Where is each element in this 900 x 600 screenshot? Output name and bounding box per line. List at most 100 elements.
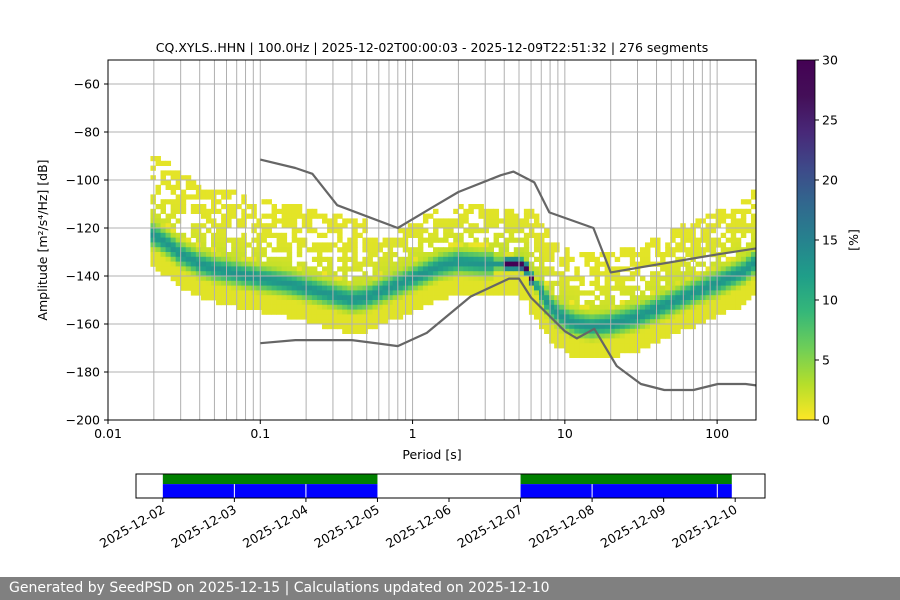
- heatmap-cell: [483, 247, 489, 253]
- heatmap-cell: [448, 276, 454, 282]
- heatmap-cell: [685, 232, 691, 238]
- heatmap-cell: [306, 304, 313, 310]
- heatmap-cell: [387, 290, 394, 296]
- heatmap-cell: [569, 276, 575, 282]
- heatmap-cell: [604, 290, 611, 296]
- heatmap-cell: [412, 256, 419, 262]
- heatmap-cell: [564, 266, 570, 272]
- heatmap-cell: [528, 213, 535, 219]
- heatmap-cell: [614, 324, 621, 330]
- heatmap-cell: [644, 328, 651, 334]
- heatmap-cell: [488, 247, 494, 253]
- heatmap-cell: [221, 204, 227, 210]
- heatmap-cell: [518, 290, 525, 296]
- heatmap-cell: [488, 290, 494, 296]
- heatmap-cell: [438, 295, 444, 301]
- heatmap-cell: [337, 319, 343, 325]
- heatmap-cell: [468, 228, 474, 234]
- heatmap-cell: [493, 276, 500, 282]
- heatmap-cell: [306, 290, 313, 296]
- heatmap-cell: [296, 309, 303, 315]
- heatmap-cell: [372, 280, 378, 286]
- heatmap-cell: [569, 300, 575, 306]
- heatmap-cell: [695, 247, 701, 253]
- heatmap-cell: [730, 290, 737, 296]
- heatmap-cell: [554, 333, 560, 339]
- heatmap-cell: [281, 300, 288, 306]
- heatmap-cell: [412, 252, 419, 258]
- heatmap-cell: [730, 304, 737, 310]
- heatmap-cell: [473, 261, 479, 267]
- heatmap-cell: [216, 199, 222, 205]
- heatmap-cell: [170, 232, 177, 238]
- heatmap-cell: [362, 324, 368, 330]
- heatmap-cell: [357, 309, 363, 315]
- heatmap-cell: [246, 295, 252, 301]
- heatmap-cell: [246, 276, 252, 282]
- heatmap-cell: [271, 256, 278, 262]
- heatmap-cell: [362, 314, 368, 320]
- heatmap-cell: [513, 290, 520, 296]
- heatmap-cell: [433, 266, 439, 272]
- heatmap-cell: [422, 237, 429, 243]
- heatmap-cell: [276, 256, 283, 262]
- heatmap-cell: [458, 247, 464, 253]
- heatmap-cell: [165, 213, 172, 219]
- heatmap-cell: [286, 256, 293, 262]
- heatmap-cell: [670, 300, 676, 306]
- heatmap-cell: [306, 247, 313, 253]
- heatmap-cell: [468, 261, 474, 267]
- heatmap-cell: [655, 247, 661, 253]
- heatmap-cell: [458, 218, 464, 224]
- heatmap-cell: [493, 285, 500, 291]
- heatmap-cell: [528, 285, 535, 291]
- heatmap-cell: [533, 309, 540, 315]
- heatmap-cell: [291, 204, 298, 210]
- heatmap-cell: [342, 304, 348, 310]
- heatmap-cell: [160, 247, 166, 253]
- heatmap-cell: [236, 237, 242, 243]
- heatmap-cell: [750, 218, 756, 224]
- heatmap-cell: [473, 271, 479, 277]
- heatmap-cell: [584, 290, 590, 296]
- heatmap-cell: [448, 228, 454, 234]
- heatmap-cell: [710, 314, 717, 320]
- heatmap-cell: [276, 280, 283, 286]
- heatmap-cell: [226, 295, 232, 301]
- heatmap-cell: [705, 271, 711, 277]
- heatmap-cell: [438, 247, 444, 253]
- heatmap-cell: [332, 295, 338, 301]
- heatmap-cell: [579, 352, 585, 358]
- heatmap-cell: [367, 285, 373, 291]
- heatmap-cell: [720, 285, 727, 291]
- heatmap-cell: [226, 223, 232, 229]
- heatmap-cell: [549, 242, 555, 248]
- heatmap-cell: [261, 237, 267, 243]
- heatmap-cell: [644, 304, 651, 310]
- heatmap-cell: [518, 261, 525, 267]
- heatmap-cell: [700, 276, 706, 282]
- heatmap-cell: [236, 276, 242, 282]
- heatmap-cell: [443, 276, 449, 282]
- heatmap-cell: [599, 261, 606, 267]
- heatmap-cell: [241, 285, 247, 291]
- heatmap-cell: [513, 266, 520, 272]
- heatmap-cell: [589, 252, 595, 258]
- heatmap-cell: [463, 266, 469, 272]
- heatmap-cell: [332, 218, 338, 224]
- heatmap-cell: [670, 319, 676, 325]
- heatmap-cell: [629, 252, 636, 258]
- heatmap-cell: [559, 295, 565, 301]
- heatmap-cell: [650, 328, 656, 334]
- heatmap-cell: [665, 304, 671, 310]
- heatmap-cell: [715, 261, 722, 267]
- heatmap-cell: [685, 237, 691, 243]
- heatmap-cell: [670, 271, 676, 277]
- heatmap-cell: [407, 304, 414, 310]
- heatmap-cell: [453, 261, 459, 267]
- heatmap-cell: [211, 256, 217, 262]
- heatmap-cell: [705, 280, 711, 286]
- heatmap-cell: [221, 261, 227, 267]
- heatmap-cell: [407, 228, 414, 234]
- heatmap-cell: [200, 256, 207, 262]
